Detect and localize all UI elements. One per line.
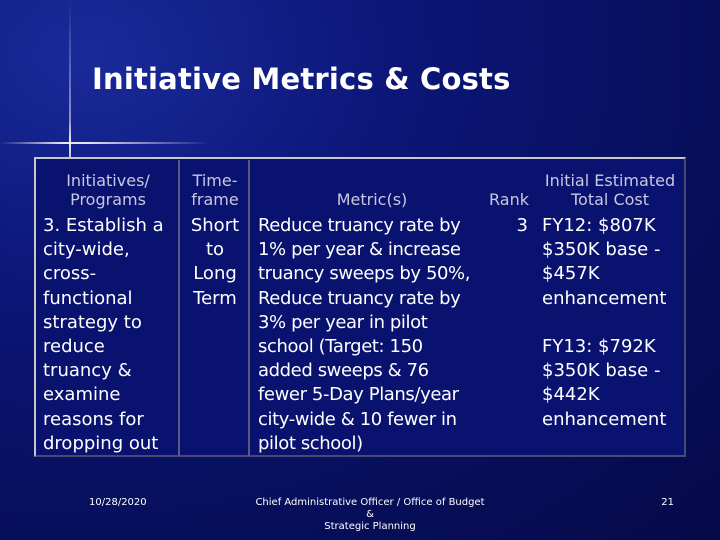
cost-line: FY13: $792K	[542, 336, 656, 357]
header-cost-line2: Total Cost	[570, 190, 650, 209]
timeframe-line: Term	[193, 287, 237, 309]
cost-line: $350K base -	[542, 360, 661, 382]
metric-line: added sweeps & 76	[258, 360, 429, 382]
cell-metrics: Reduce truancy rate by 1% per year & inc…	[258, 214, 490, 456]
lens-flare-horizontal	[0, 142, 210, 144]
initiative-line: cross-	[43, 263, 97, 285]
metric-line: pilot school)	[258, 432, 363, 454]
cell-timeframe: Short to Long Term	[182, 214, 248, 311]
metric-line: school (Target: 150	[258, 336, 423, 358]
cost-spacer	[542, 311, 684, 335]
header-cost: Initial Estimated Total Cost	[536, 171, 684, 209]
initiative-line: reduce	[43, 336, 105, 358]
cost-line: enhancement	[542, 408, 667, 430]
header-timeframe: Time- frame	[182, 171, 248, 209]
slide-title: Initiative Metrics & Costs	[92, 62, 511, 96]
header-cost-line1: Initial Estimated	[544, 171, 676, 190]
initiative-line: city-wide,	[43, 239, 130, 261]
header-metrics: Metric(s)	[336, 190, 408, 209]
timeframe-line: Short	[190, 215, 240, 236]
cost-line: FY12: $807K	[542, 215, 656, 236]
cost-line: $350K base -	[542, 239, 661, 261]
column-divider-initiatives	[36, 160, 180, 456]
initiative-line: functional	[43, 287, 133, 309]
header-timeframe-line2: frame	[191, 190, 239, 209]
lens-flare-vertical	[69, 0, 71, 300]
cell-rank: 3	[516, 215, 528, 236]
footer-office-line1: Chief Administrative Officer / Office of…	[255, 497, 485, 520]
initiative-line: reasons for	[43, 408, 144, 430]
header-rank: Rank	[489, 190, 529, 209]
initiative-line: 3. Establish a	[43, 215, 164, 236]
metric-line: fewer 5-Day Plans/year	[258, 384, 459, 406]
header-initiatives-line1: Initiatives/	[66, 171, 150, 190]
metric-line: truancy sweeps by 50%,	[258, 263, 471, 285]
column-divider-timeframe	[180, 160, 250, 456]
header-initiatives: Initiatives/ Programs	[40, 171, 176, 209]
cost-line: $457K	[542, 263, 600, 285]
metric-line: 3% per year in pilot	[258, 311, 428, 333]
cost-line: enhancement	[542, 287, 667, 309]
page-number: 21	[661, 497, 674, 508]
footer-date: 10/28/2020	[89, 497, 147, 508]
cell-cost: FY12: $807K $350K base - $457K enhanceme…	[542, 214, 684, 432]
metric-line: Reduce truancy rate by	[258, 215, 461, 236]
metric-line: city-wide & 10 fewer in	[258, 408, 457, 430]
metric-line: Reduce truancy rate by	[258, 287, 461, 309]
timeframe-line: Long	[193, 263, 237, 285]
footer-office-line2: Strategic Planning	[324, 521, 416, 532]
metric-line: 1% per year & increase	[258, 239, 461, 261]
header-timeframe-line1: Time-	[192, 171, 238, 190]
initiative-line: truancy &	[43, 360, 132, 382]
header-initiatives-line2: Programs	[70, 190, 146, 209]
initiative-line: strategy to	[43, 311, 142, 333]
initiative-line: dropping out	[43, 432, 159, 454]
cell-initiative: 3. Establish a city-wide, cross- functio…	[43, 214, 179, 456]
metrics-table	[34, 157, 686, 457]
cost-line: $442K	[542, 384, 600, 406]
initiative-line: examine	[43, 384, 121, 406]
timeframe-line: to	[205, 239, 225, 261]
footer-office: Chief Administrative Officer / Office of…	[255, 497, 485, 533]
